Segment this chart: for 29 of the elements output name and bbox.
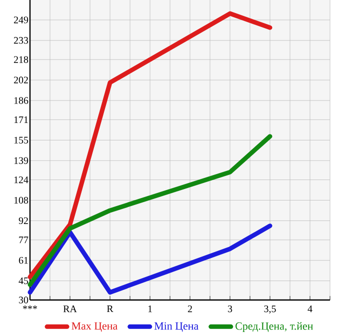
x-tick-label: 4 <box>308 306 312 312</box>
y-tick-label: 139 <box>14 157 28 164</box>
y-tick-label: 155 <box>14 136 28 144</box>
x-tick-label: RA <box>63 306 77 312</box>
x-tick-label: R <box>106 306 114 312</box>
y-tick-label: 124 <box>14 176 28 184</box>
x-tick-label: 1 <box>148 306 152 312</box>
legend-label: Min Цена <box>154 322 198 332</box>
line-series <box>28 11 272 280</box>
x-tick-label: *** <box>23 306 37 310</box>
line-series <box>28 224 272 295</box>
legend-label: Сред.Цена, т.йен <box>236 322 313 332</box>
y-tick-label: 92 <box>18 217 28 224</box>
y-tick-label: 77 <box>19 236 28 244</box>
y-tick-label: 233 <box>14 37 28 44</box>
y-tick-label: 108 <box>14 196 28 204</box>
y-tick-label: 202 <box>14 76 28 84</box>
y-tick-label: 45 <box>18 277 28 284</box>
x-tick-label: 3 <box>228 306 232 312</box>
line-series <box>28 134 272 287</box>
y-tick-label: 171 <box>14 116 28 123</box>
x-tick-label: 2 <box>188 306 192 312</box>
x-tick-label: 3,5 <box>264 306 276 314</box>
y-tick-label: 218 <box>14 56 28 63</box>
legend-label: Max Цена <box>72 322 118 332</box>
y-tick-label: 61 <box>18 257 28 264</box>
y-tick-label: 186 <box>14 97 28 104</box>
y-tick-label: 249 <box>14 16 28 24</box>
y-tick-label: 30 <box>19 296 28 304</box>
